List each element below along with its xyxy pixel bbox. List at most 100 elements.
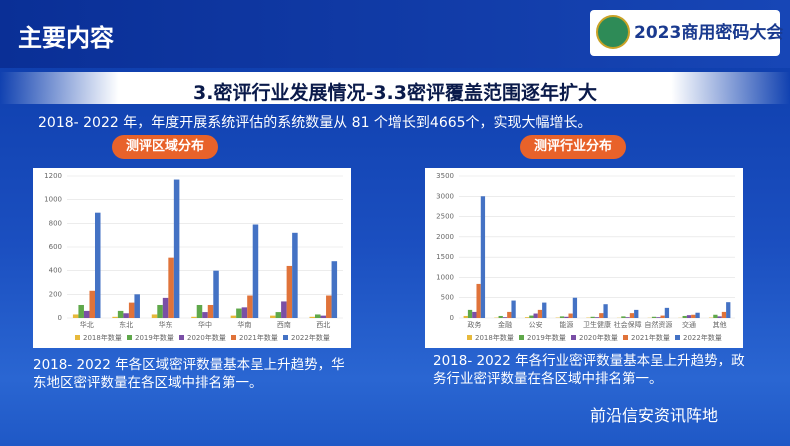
bar	[168, 257, 174, 318]
legend-swatch	[283, 335, 288, 340]
bar	[315, 314, 321, 318]
bar	[599, 313, 604, 318]
bar	[629, 313, 635, 318]
bar	[564, 316, 569, 318]
header-title: 主要内容	[18, 24, 114, 52]
x-tick-label: 金融	[498, 320, 512, 329]
x-tick-label: 华北	[80, 320, 94, 329]
bar	[594, 317, 600, 318]
title-band	[0, 72, 790, 104]
bar	[660, 315, 665, 318]
legend-label: 2020年数量	[579, 333, 618, 342]
x-tick-label: 卫生健康	[583, 320, 611, 329]
bar	[162, 297, 169, 318]
bar	[533, 313, 538, 318]
bar	[656, 317, 661, 318]
bar	[721, 311, 727, 318]
caption: 2018- 2022 年各行业密评数量基本呈上升趋势，政务行业密评数量在各区域中…	[433, 353, 745, 387]
legend-swatch	[127, 335, 132, 340]
legend-label: 2018年数量	[475, 333, 514, 342]
y-tick-label: 200	[49, 290, 62, 298]
chart-title: 测评行业分布	[520, 135, 627, 159]
legend-label: 2019年数量	[527, 333, 566, 342]
bar	[590, 316, 595, 318]
watermark: 前沿信安资讯阵地	[590, 406, 719, 425]
y-tick-label: 0	[58, 314, 62, 322]
logo-text: 2023商用密码大会	[634, 23, 784, 43]
y-tick-label: 2000	[436, 233, 454, 241]
bar	[89, 290, 95, 318]
legend-swatch	[571, 335, 576, 340]
bar	[157, 304, 163, 318]
x-tick-label: 华中	[198, 320, 212, 329]
y-tick-label: 800	[49, 219, 62, 227]
y-tick-label: 2500	[436, 213, 454, 221]
bar	[529, 315, 534, 318]
legend-swatch	[179, 335, 184, 340]
bar	[480, 196, 486, 318]
bar	[682, 315, 687, 318]
bar	[202, 312, 208, 318]
bar	[559, 316, 565, 318]
y-tick-label: 1200	[44, 172, 62, 180]
legend-label: 2022年数量	[291, 333, 330, 342]
legend-label: 2019年数量	[135, 333, 174, 342]
bar	[507, 311, 512, 318]
legend-swatch	[75, 335, 80, 340]
x-tick-label: 华东	[159, 320, 173, 329]
y-tick-label: 0	[450, 314, 454, 322]
bar	[634, 309, 639, 318]
x-tick-label: 西北	[316, 321, 330, 329]
bar	[476, 283, 481, 318]
bar	[286, 265, 293, 318]
x-tick-label: 政务	[467, 320, 481, 329]
bar	[664, 307, 670, 318]
bar	[207, 304, 214, 318]
x-tick-label: 西南	[277, 320, 291, 329]
logo: 2023商用密码大会	[590, 10, 784, 56]
chart: 0 200 400 600 800 1000 1200 华北 东北 华东 华中 华南 西南 西北 2018年…	[44, 172, 343, 342]
legend-swatch	[467, 335, 472, 340]
bar	[230, 315, 237, 318]
legend-label: 2018年数量	[83, 333, 122, 342]
bar	[603, 304, 608, 318]
subtitle: 2018- 2022 年，年度开展系统评估的系统数量从 81 个增长到4665个…	[38, 115, 592, 131]
legend-label: 2022年数量	[683, 333, 722, 342]
x-tick-label: 东北	[119, 320, 133, 329]
bar	[236, 308, 242, 318]
x-tick-label: 其他	[713, 320, 727, 329]
legend-label: 2021年数量	[239, 333, 278, 342]
bar	[691, 314, 696, 318]
x-tick-label: 能源	[559, 320, 573, 329]
bar	[498, 315, 503, 318]
logo-emblem	[596, 15, 630, 49]
legend-swatch	[519, 335, 524, 340]
x-tick-label: 社会保障	[614, 320, 642, 329]
bar	[467, 309, 473, 318]
bar	[292, 232, 298, 318]
bar	[309, 316, 316, 318]
bar	[651, 316, 657, 318]
legend-label: 2020年数量	[187, 333, 226, 342]
legend-swatch	[623, 335, 628, 340]
y-tick-label: 3500	[436, 172, 454, 180]
x-tick-label: 华南	[237, 320, 251, 329]
bar	[625, 317, 630, 318]
bar	[331, 261, 338, 318]
x-tick-label: 自然资源	[644, 320, 672, 329]
bar	[252, 224, 259, 318]
bar	[270, 315, 276, 318]
y-tick-label: 1500	[436, 253, 454, 261]
bar	[134, 294, 140, 318]
bar	[726, 302, 731, 318]
y-tick-label: 500	[441, 294, 454, 302]
bar	[128, 302, 135, 318]
bar	[502, 317, 508, 318]
bar	[213, 270, 219, 318]
bar	[275, 312, 282, 318]
bar	[320, 315, 327, 318]
bar	[247, 295, 253, 318]
chart: 0 500 1000 1500 2000 2500 3000 3500 政务 金融 公安 能源 卫生健康…	[436, 172, 735, 342]
bar	[524, 317, 530, 318]
bar	[686, 315, 692, 318]
